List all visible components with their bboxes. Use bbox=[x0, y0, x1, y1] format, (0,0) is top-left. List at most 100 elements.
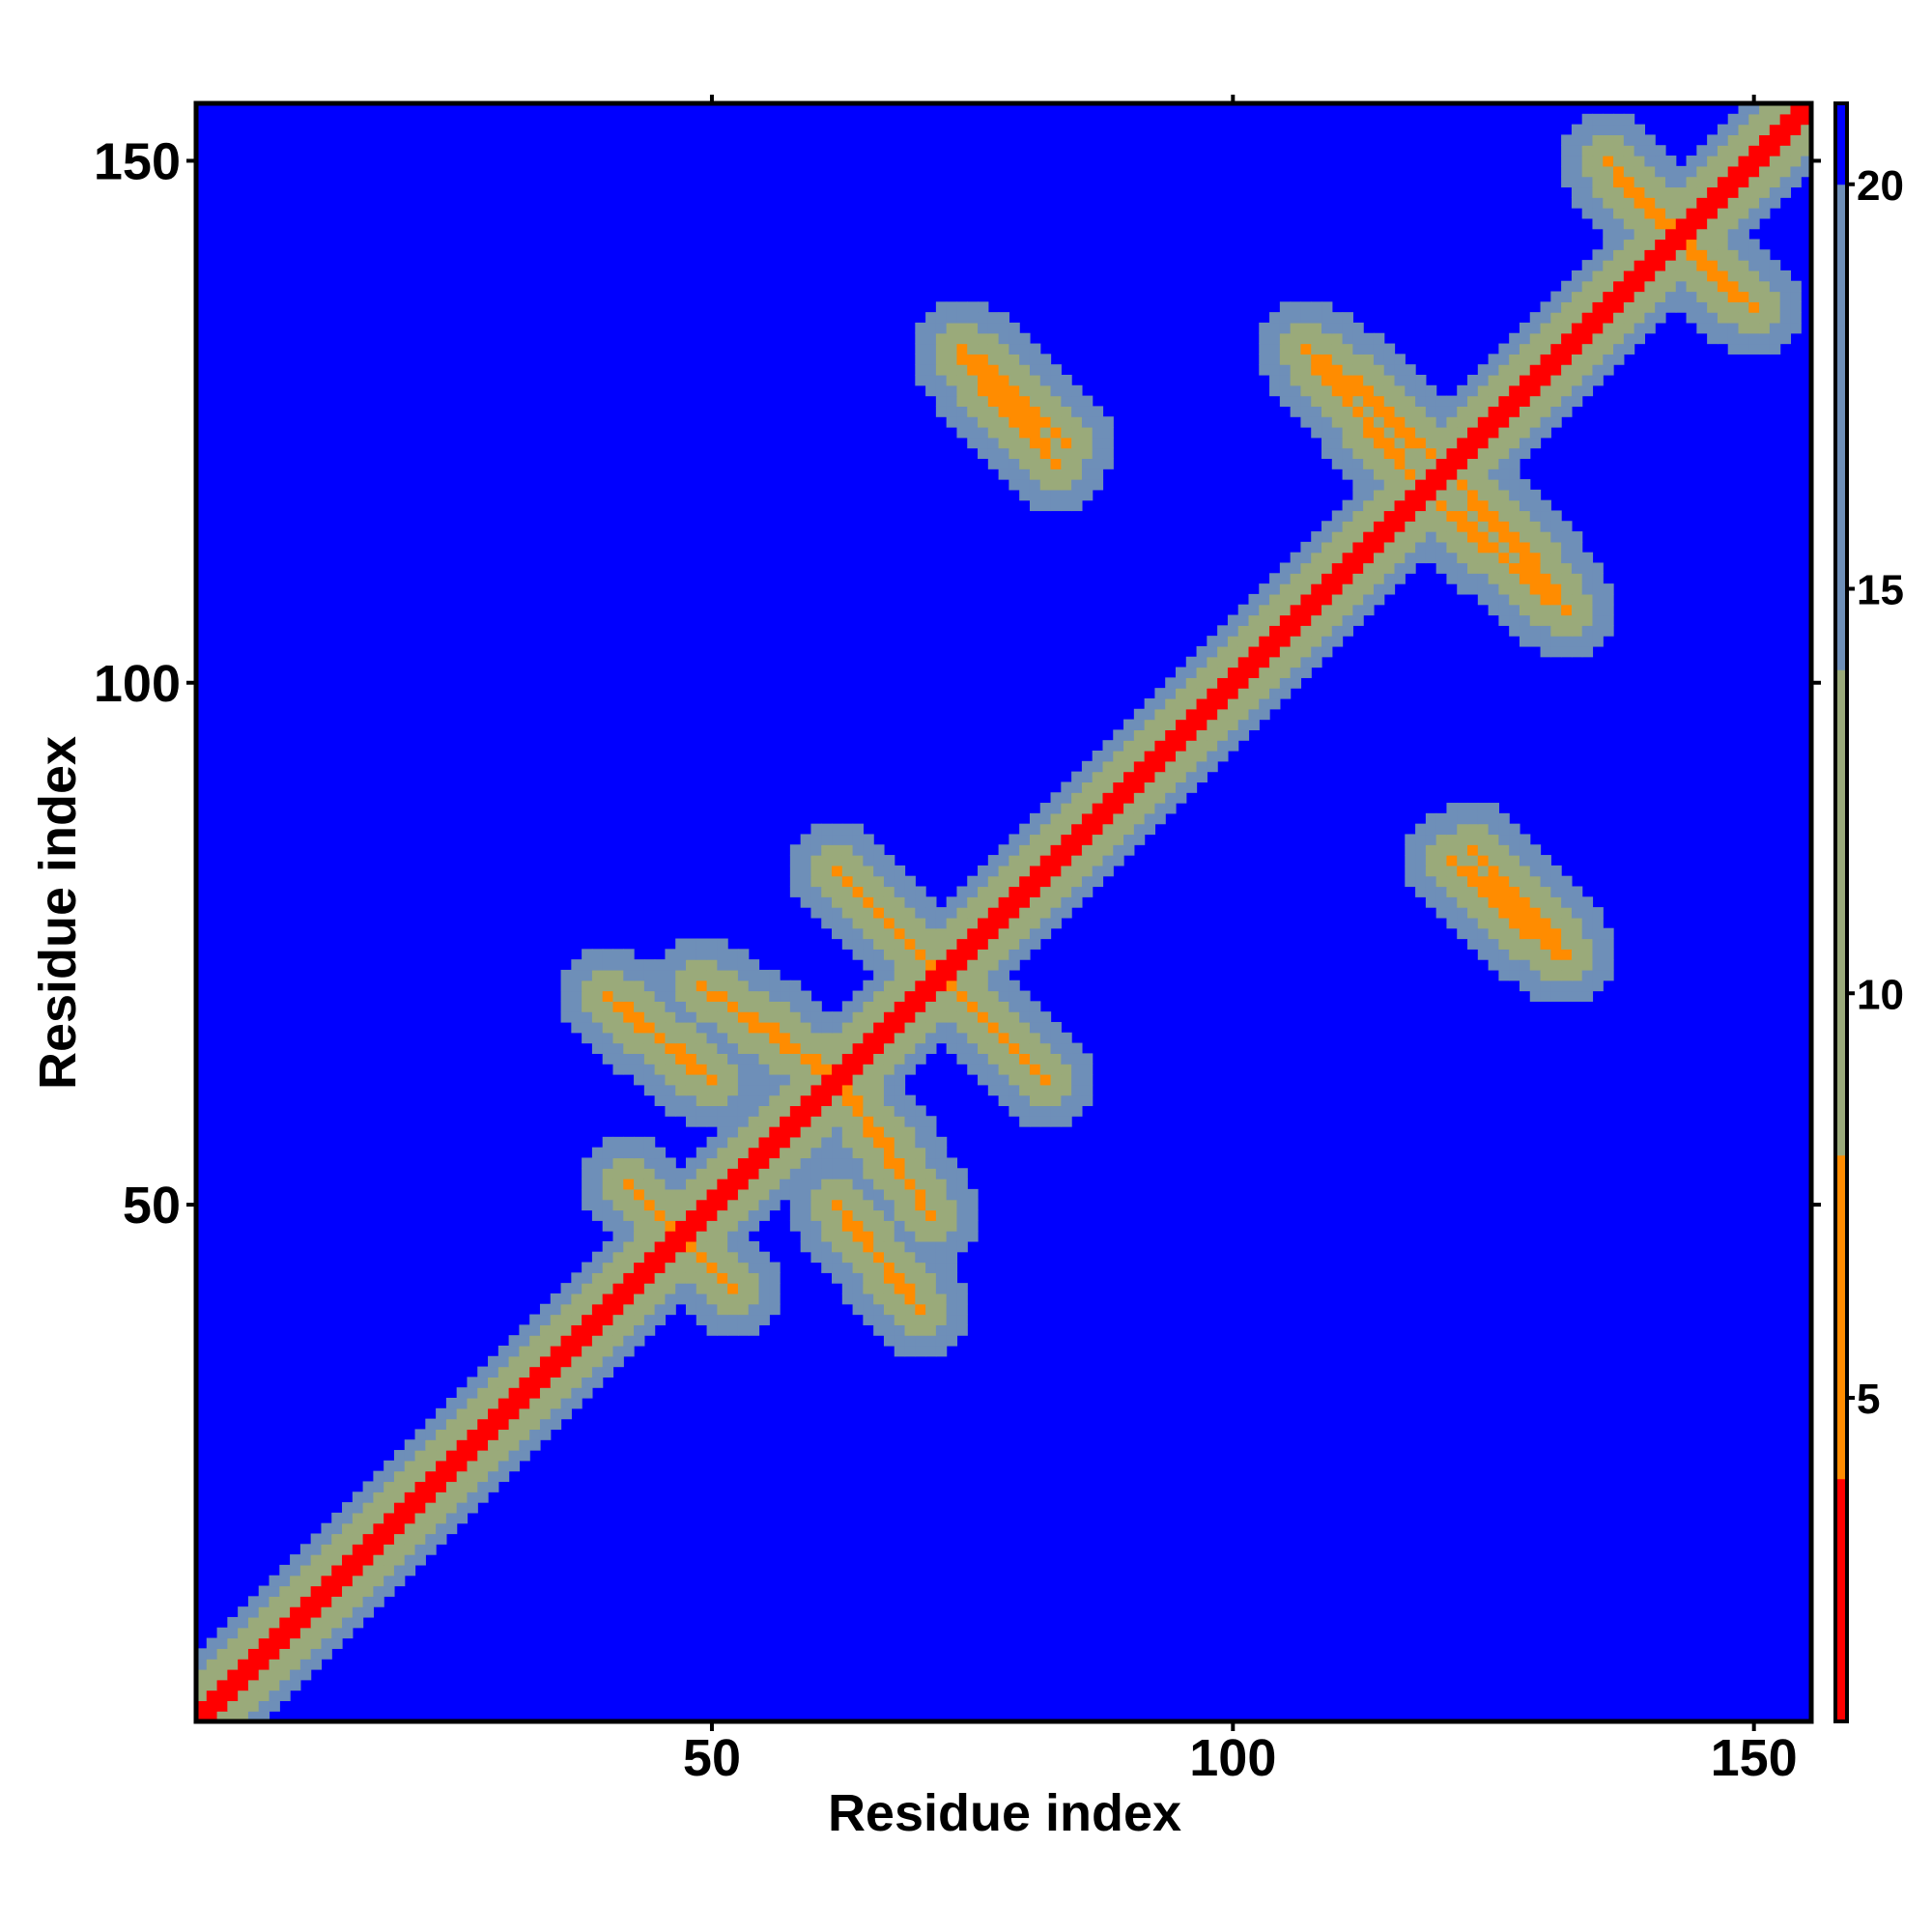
heatmap-cell bbox=[1435, 395, 1448, 407]
heatmap-cell bbox=[1092, 792, 1104, 804]
heatmap-cell bbox=[946, 1314, 958, 1325]
heatmap-cell bbox=[1581, 145, 1594, 156]
heatmap-cell bbox=[1300, 332, 1312, 345]
heatmap-cell bbox=[279, 1596, 291, 1607]
heatmap-cell bbox=[1488, 469, 1499, 480]
heatmap-cell bbox=[1290, 374, 1302, 386]
heatmap-cell bbox=[852, 1188, 864, 1201]
heatmap-cell bbox=[935, 1220, 948, 1232]
heatmap-cell bbox=[445, 1470, 458, 1483]
heatmap-cell bbox=[863, 1168, 874, 1179]
heatmap-cell bbox=[841, 855, 854, 867]
heatmap-cell bbox=[529, 1345, 541, 1357]
heatmap-cell bbox=[1071, 781, 1083, 793]
heatmap-cell bbox=[1446, 469, 1458, 480]
heatmap-cell bbox=[873, 1199, 885, 1211]
heatmap-cell bbox=[1592, 134, 1604, 146]
heatmap-cell bbox=[560, 990, 572, 1002]
heatmap-cell bbox=[1123, 781, 1135, 793]
heatmap-cell bbox=[623, 959, 635, 971]
heatmap-cell bbox=[1290, 604, 1302, 616]
heatmap-cell bbox=[1519, 625, 1531, 637]
heatmap-cell bbox=[1759, 270, 1771, 282]
heatmap-cell bbox=[571, 1398, 582, 1409]
heatmap-cell bbox=[748, 1209, 760, 1221]
heatmap-cell bbox=[1509, 625, 1520, 637]
heatmap-cell bbox=[863, 907, 874, 919]
heatmap-cell bbox=[1603, 583, 1614, 595]
heatmap-cell bbox=[571, 1377, 582, 1388]
heatmap-cell bbox=[1519, 896, 1531, 908]
heatmap-cell bbox=[935, 1345, 948, 1357]
heatmap-cell bbox=[1081, 875, 1094, 888]
heatmap-cell bbox=[1603, 949, 1614, 960]
heatmap-cell bbox=[1352, 562, 1364, 574]
heatmap-cell bbox=[758, 1032, 770, 1044]
heatmap-cell bbox=[863, 1240, 874, 1253]
heatmap-cell bbox=[1477, 823, 1490, 836]
heatmap-cell bbox=[1279, 604, 1292, 616]
heatmap-cell bbox=[800, 865, 812, 877]
heatmap-cell bbox=[915, 1032, 926, 1044]
heatmap-cell bbox=[1081, 427, 1094, 439]
heatmap-cell bbox=[1019, 1042, 1031, 1054]
heatmap-cell bbox=[1071, 1042, 1083, 1054]
heatmap-cell bbox=[1435, 562, 1448, 574]
heatmap-cell bbox=[821, 1136, 833, 1149]
heatmap-cell bbox=[1571, 322, 1583, 334]
heatmap-cell bbox=[1561, 354, 1573, 365]
heatmap-cell bbox=[1321, 604, 1333, 616]
heatmap-cell bbox=[1603, 260, 1614, 271]
heatmap-cell bbox=[706, 1053, 718, 1065]
heatmap-cell bbox=[1311, 395, 1322, 407]
heatmap-cell bbox=[1540, 938, 1551, 950]
heatmap-cell bbox=[863, 834, 874, 845]
heatmap-cell bbox=[1581, 384, 1594, 397]
heatmap-cell bbox=[1290, 312, 1302, 324]
heatmap-cell bbox=[1446, 437, 1458, 449]
heatmap-cell bbox=[1321, 552, 1333, 564]
heatmap-cell bbox=[1446, 531, 1458, 543]
heatmap-cell bbox=[1373, 384, 1385, 397]
heatmap-cell bbox=[1727, 156, 1740, 167]
heatmap-cell bbox=[425, 1502, 437, 1514]
heatmap-cell bbox=[841, 1231, 854, 1242]
heatmap-cell bbox=[1519, 343, 1531, 355]
heatmap-cell bbox=[987, 364, 1000, 376]
heatmap-cell bbox=[1540, 301, 1551, 313]
heatmap-cell bbox=[1039, 917, 1052, 929]
heatmap-cell bbox=[602, 1032, 614, 1044]
heatmap-cell bbox=[873, 1209, 885, 1221]
heatmap-cell bbox=[758, 990, 770, 1002]
heatmap-cell bbox=[832, 823, 843, 836]
heatmap-cell bbox=[1592, 186, 1604, 198]
heatmap-cell bbox=[1237, 604, 1250, 616]
heatmap-cell bbox=[1498, 343, 1510, 355]
heatmap-cell bbox=[1529, 614, 1542, 626]
heatmap-cell bbox=[1279, 364, 1292, 376]
heatmap-cell bbox=[1571, 301, 1583, 313]
colorbar-segment bbox=[1835, 467, 1847, 489]
heatmap-cell bbox=[946, 354, 958, 365]
heatmap-cell bbox=[873, 855, 885, 867]
heatmap-cell bbox=[1623, 301, 1635, 313]
heatmap-cell bbox=[904, 949, 916, 960]
heatmap-cell bbox=[780, 1021, 791, 1034]
heatmap-cell bbox=[1509, 427, 1520, 439]
heatmap-cell bbox=[883, 1136, 895, 1149]
heatmap-cell bbox=[1488, 364, 1499, 376]
heatmap-cell bbox=[1561, 322, 1573, 334]
heatmap-cell bbox=[1509, 499, 1520, 512]
heatmap-cell bbox=[946, 406, 958, 417]
heatmap-cell bbox=[1603, 186, 1614, 198]
heatmap-cell bbox=[1290, 656, 1302, 668]
colorbar-tick-label: 10 bbox=[1857, 971, 1904, 1018]
heatmap-cell bbox=[1664, 280, 1677, 293]
heatmap-cell bbox=[1405, 499, 1416, 512]
heatmap-cell bbox=[1019, 855, 1031, 867]
heatmap-cell bbox=[1529, 499, 1542, 512]
heatmap-cell bbox=[1061, 489, 1072, 501]
heatmap-cell bbox=[685, 1064, 697, 1075]
heatmap-cell bbox=[737, 1042, 750, 1054]
